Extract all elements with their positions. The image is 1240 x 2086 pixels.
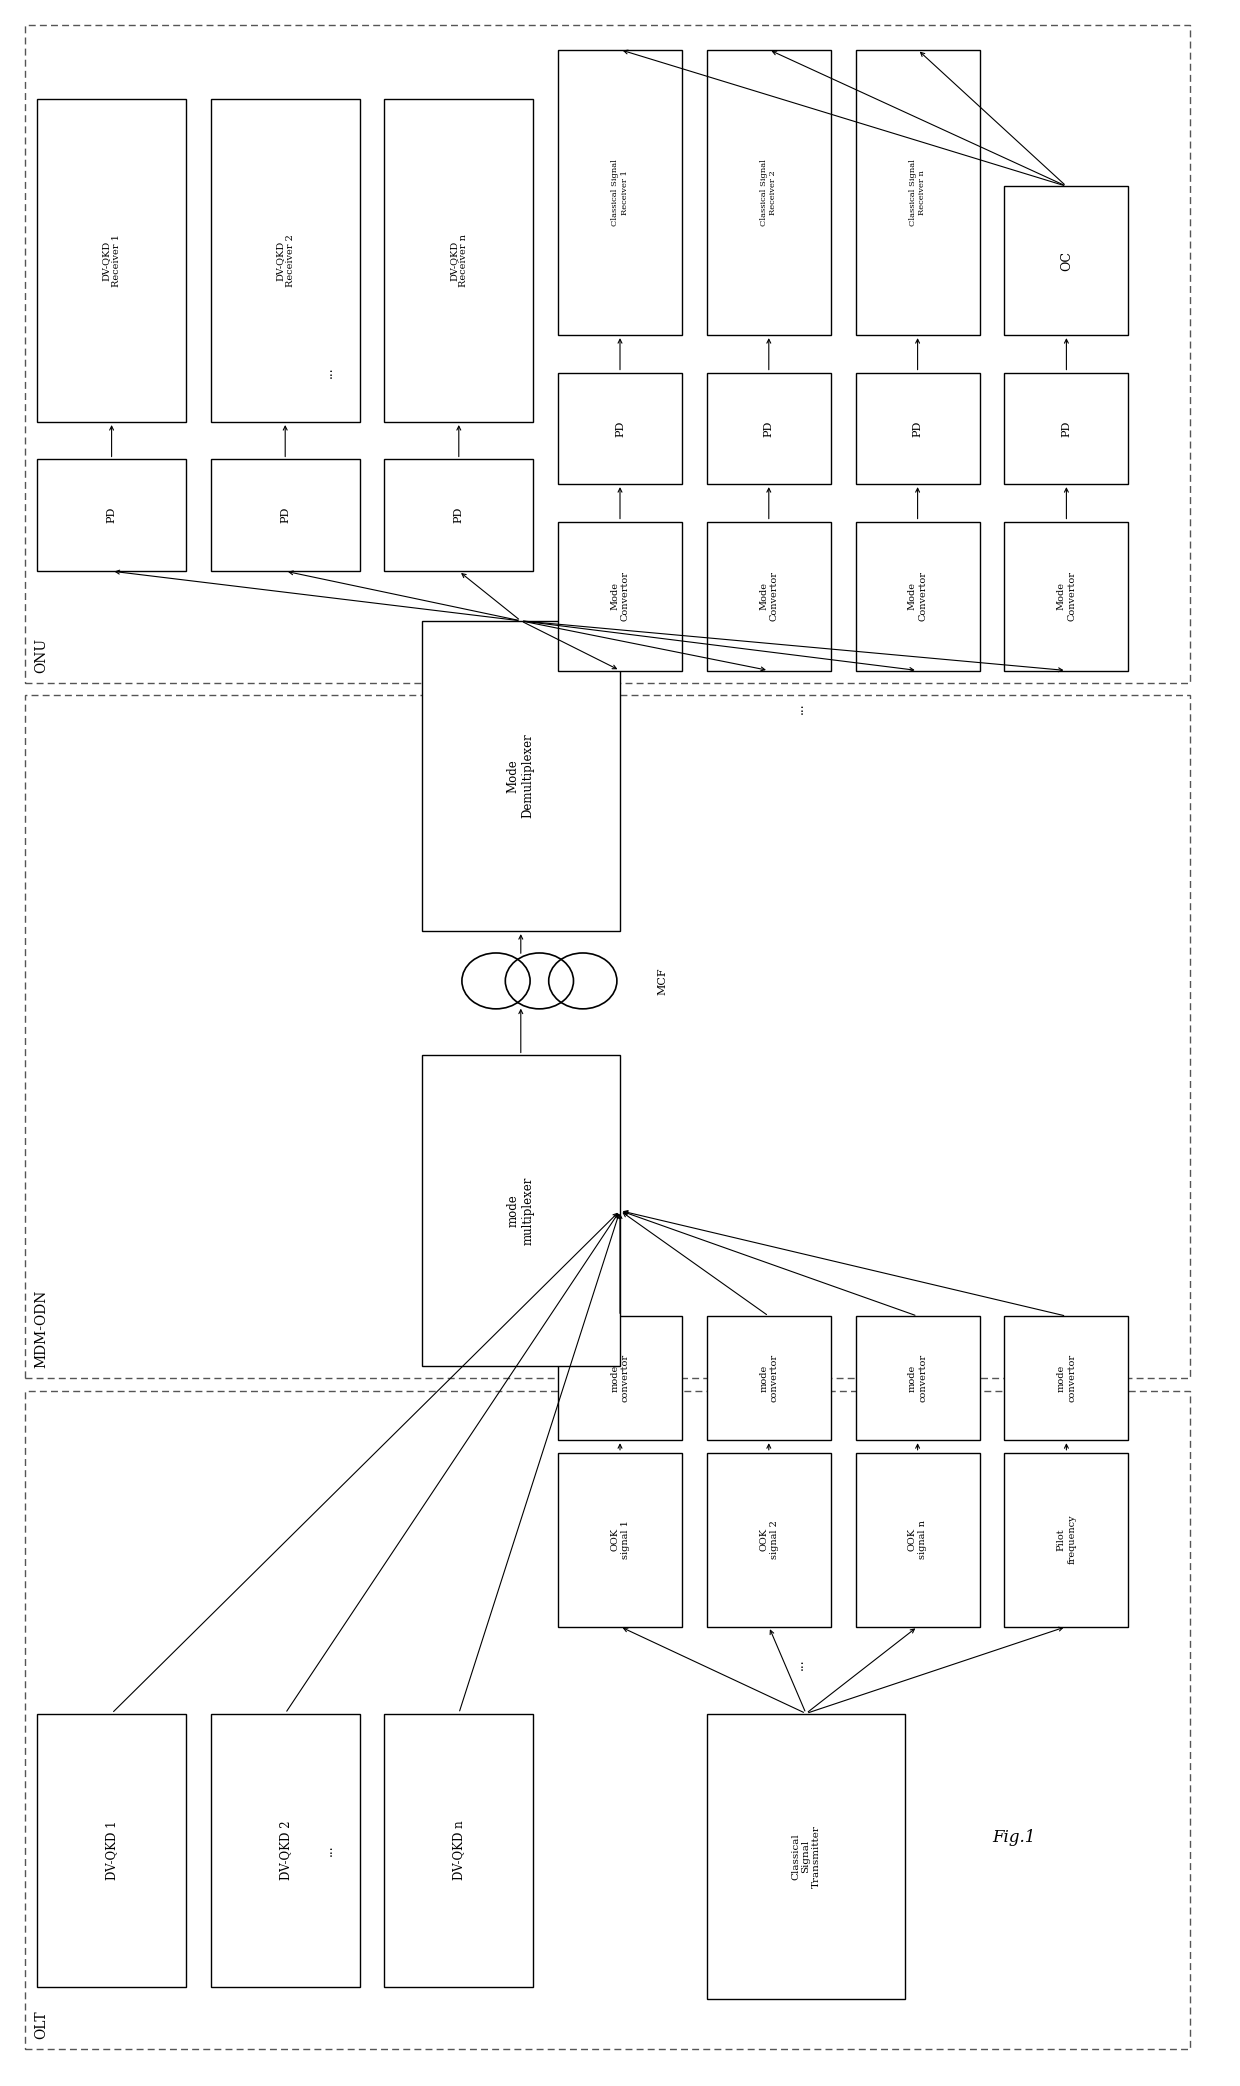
Text: DV-QKD 1: DV-QKD 1 [105,1821,118,1879]
Text: OOK
signal 2: OOK signal 2 [759,1521,779,1558]
Bar [856,373,980,484]
Bar [707,50,831,336]
Text: ...: ... [794,701,806,713]
Bar [37,100,186,421]
Text: DV-QKD
Receiver 2: DV-QKD Receiver 2 [275,234,295,288]
Text: Classical
Signal
Transmitter: Classical Signal Transmitter [791,1825,821,1888]
Bar [384,100,533,421]
Bar [422,1056,620,1366]
Text: ...: ... [794,1658,806,1669]
Bar [707,1452,831,1627]
Bar [707,373,831,484]
Text: mode
convertor: mode convertor [610,1354,630,1402]
Text: PD: PD [615,419,625,436]
Text: Pilot
frequency: Pilot frequency [1056,1514,1076,1564]
Bar [1004,373,1128,484]
Text: mode
convertor: mode convertor [759,1354,779,1402]
Bar [856,522,980,670]
Text: Mode
Convertor: Mode Convertor [610,572,630,622]
Bar [25,695,1190,1379]
Text: PD: PD [1061,419,1071,436]
Text: Fig.1: Fig.1 [992,1829,1035,1846]
Text: DV-QKD
Receiver 1: DV-QKD Receiver 1 [102,234,122,288]
Bar [558,373,682,484]
Text: ...: ... [322,367,335,378]
Text: mode
convertor: mode convertor [1056,1354,1076,1402]
Bar [1004,1316,1128,1439]
Bar [1004,1452,1128,1627]
Text: ...: ... [322,1844,335,1857]
Text: DV-QKD n: DV-QKD n [453,1821,465,1879]
Text: mode
convertor: mode convertor [908,1354,928,1402]
Text: Mode
Demultiplexer: Mode Demultiplexer [507,734,534,818]
Text: Mode
Convertor: Mode Convertor [908,572,928,622]
Bar [558,1452,682,1627]
Text: PD: PD [764,419,774,436]
Text: OLT: OLT [35,2011,48,2038]
Text: DV-QKD
Receiver n: DV-QKD Receiver n [449,234,469,288]
Bar [25,1391,1190,2048]
Bar [707,522,831,670]
Bar [1004,522,1128,670]
Bar [384,459,533,572]
Bar [37,1713,186,1986]
Text: PD: PD [107,507,117,524]
Bar [37,459,186,572]
Bar [384,1713,533,1986]
Bar [558,50,682,336]
Text: PD: PD [454,507,464,524]
Text: Mode
Convertor: Mode Convertor [1056,572,1076,622]
Bar [558,1316,682,1439]
Bar [707,1713,905,1998]
Text: OC: OC [1060,250,1073,271]
Text: PD: PD [280,507,290,524]
Bar [25,25,1190,682]
Text: mode
multiplexer: mode multiplexer [507,1177,534,1245]
Text: MCF: MCF [657,968,667,995]
Text: Classical Signal
Receiver 1: Classical Signal Receiver 1 [611,159,629,225]
Text: MDM-ODN: MDM-ODN [35,1289,48,1368]
Text: OOK
signal 1: OOK signal 1 [610,1521,630,1558]
Text: DV-QKD 2: DV-QKD 2 [279,1821,291,1879]
Bar [422,622,620,930]
Bar [211,1713,360,1986]
Bar [856,1316,980,1439]
Text: OOK
signal n: OOK signal n [908,1521,928,1558]
Bar [856,1452,980,1627]
Bar [707,1316,831,1439]
Bar [856,50,980,336]
Bar [1004,186,1128,336]
Text: Mode
Convertor: Mode Convertor [759,572,779,622]
Bar [211,100,360,421]
Bar [558,522,682,670]
Text: Classical Signal
Receiver n: Classical Signal Receiver n [909,159,926,225]
Bar [211,459,360,572]
Text: PD: PD [913,419,923,436]
Text: ONU: ONU [35,638,48,674]
Text: Classical Signal
Receiver 2: Classical Signal Receiver 2 [760,159,777,225]
